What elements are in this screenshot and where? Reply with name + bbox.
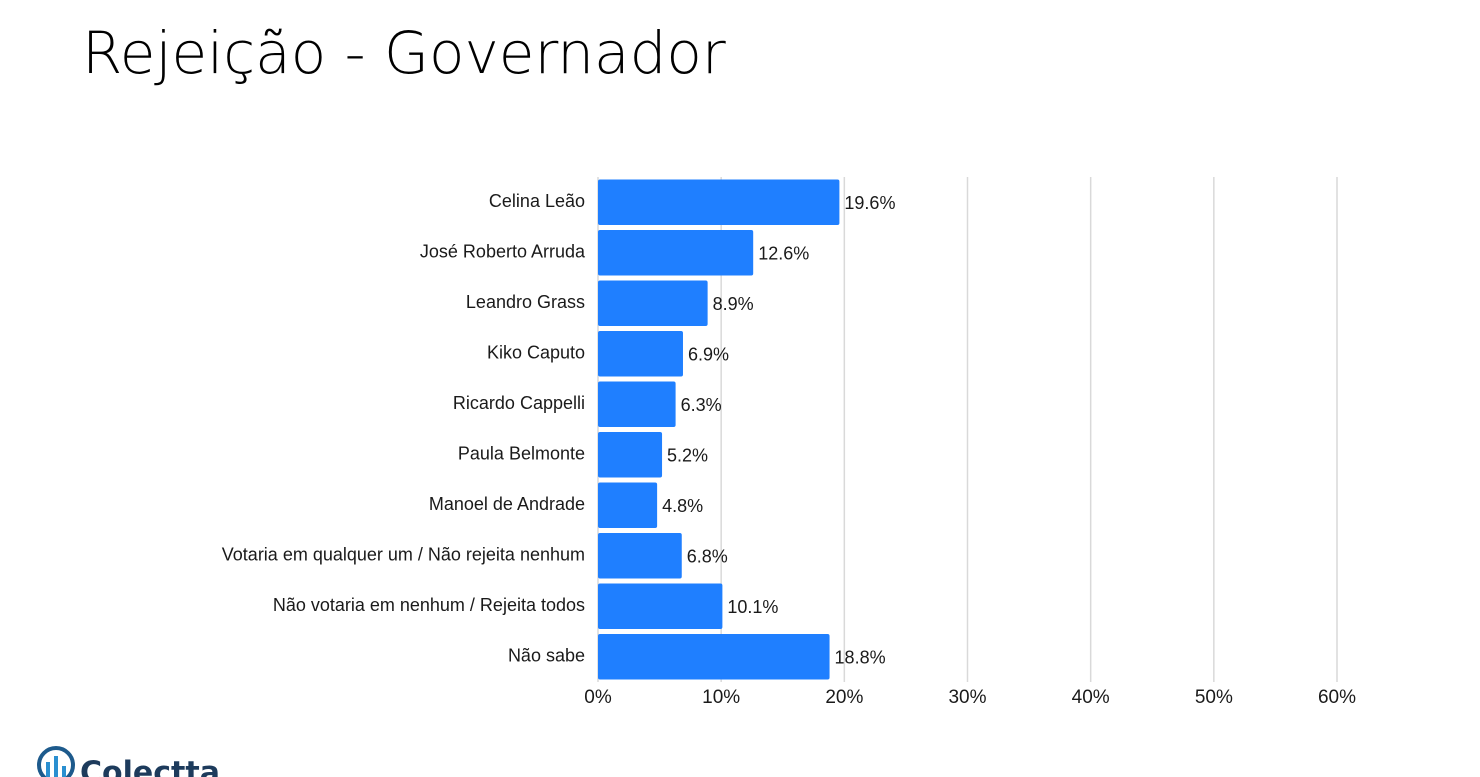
x-tick-label: 20%	[825, 687, 863, 708]
logo-icon-bar	[46, 762, 50, 777]
chart-title: Rejeição - Governador	[82, 19, 726, 87]
bar	[598, 381, 676, 427]
x-tick-label: 10%	[702, 687, 740, 708]
value-label: 6.9%	[688, 345, 729, 365]
x-tick-label: 60%	[1318, 687, 1356, 708]
bar	[598, 280, 708, 326]
bar	[598, 432, 663, 478]
bar	[598, 230, 754, 276]
y-tick-label: Manoel de Andrade	[429, 494, 585, 514]
logo-icon-bar	[54, 756, 58, 777]
x-tick-label: 50%	[1195, 687, 1233, 708]
value-label: 10.1%	[727, 597, 778, 617]
y-tick-label: Kiko Caputo	[487, 343, 585, 363]
bar	[598, 331, 683, 377]
y-tick-label: Paula Belmonte	[458, 444, 585, 464]
value-label: 4.8%	[662, 496, 703, 516]
value-label: 12.6%	[758, 244, 809, 264]
value-label: 18.8%	[835, 648, 886, 668]
x-tick-label: 0%	[584, 687, 612, 708]
x-tick-label: 30%	[948, 687, 986, 708]
logo-text: Colectta	[80, 756, 220, 777]
y-tick-label: José Roberto Arruda	[420, 242, 586, 262]
y-tick-label: Não sabe	[508, 646, 585, 666]
y-tick-label: Leandro Grass	[466, 292, 585, 312]
bar	[598, 179, 840, 225]
x-tick-label: 40%	[1072, 687, 1110, 708]
bar	[598, 533, 682, 579]
logo-icon	[37, 746, 75, 777]
value-label: 8.9%	[713, 294, 754, 314]
value-label: 5.2%	[667, 446, 708, 466]
value-label: 6.3%	[681, 395, 722, 415]
bar	[598, 482, 658, 528]
value-label: 19.6%	[844, 193, 895, 213]
value-label: 6.8%	[687, 547, 728, 567]
bar	[598, 634, 830, 680]
logo-icon-bar	[62, 766, 66, 777]
logo: Colectta	[37, 746, 220, 777]
y-tick-label: Celina Leão	[489, 191, 585, 211]
y-tick-label: Ricardo Cappelli	[453, 393, 585, 413]
y-tick-label: Não votaria em nenhum / Rejeita todos	[273, 595, 585, 615]
bar	[598, 583, 723, 629]
y-tick-label: Votaria em qualquer um / Não rejeita nen…	[222, 545, 585, 565]
